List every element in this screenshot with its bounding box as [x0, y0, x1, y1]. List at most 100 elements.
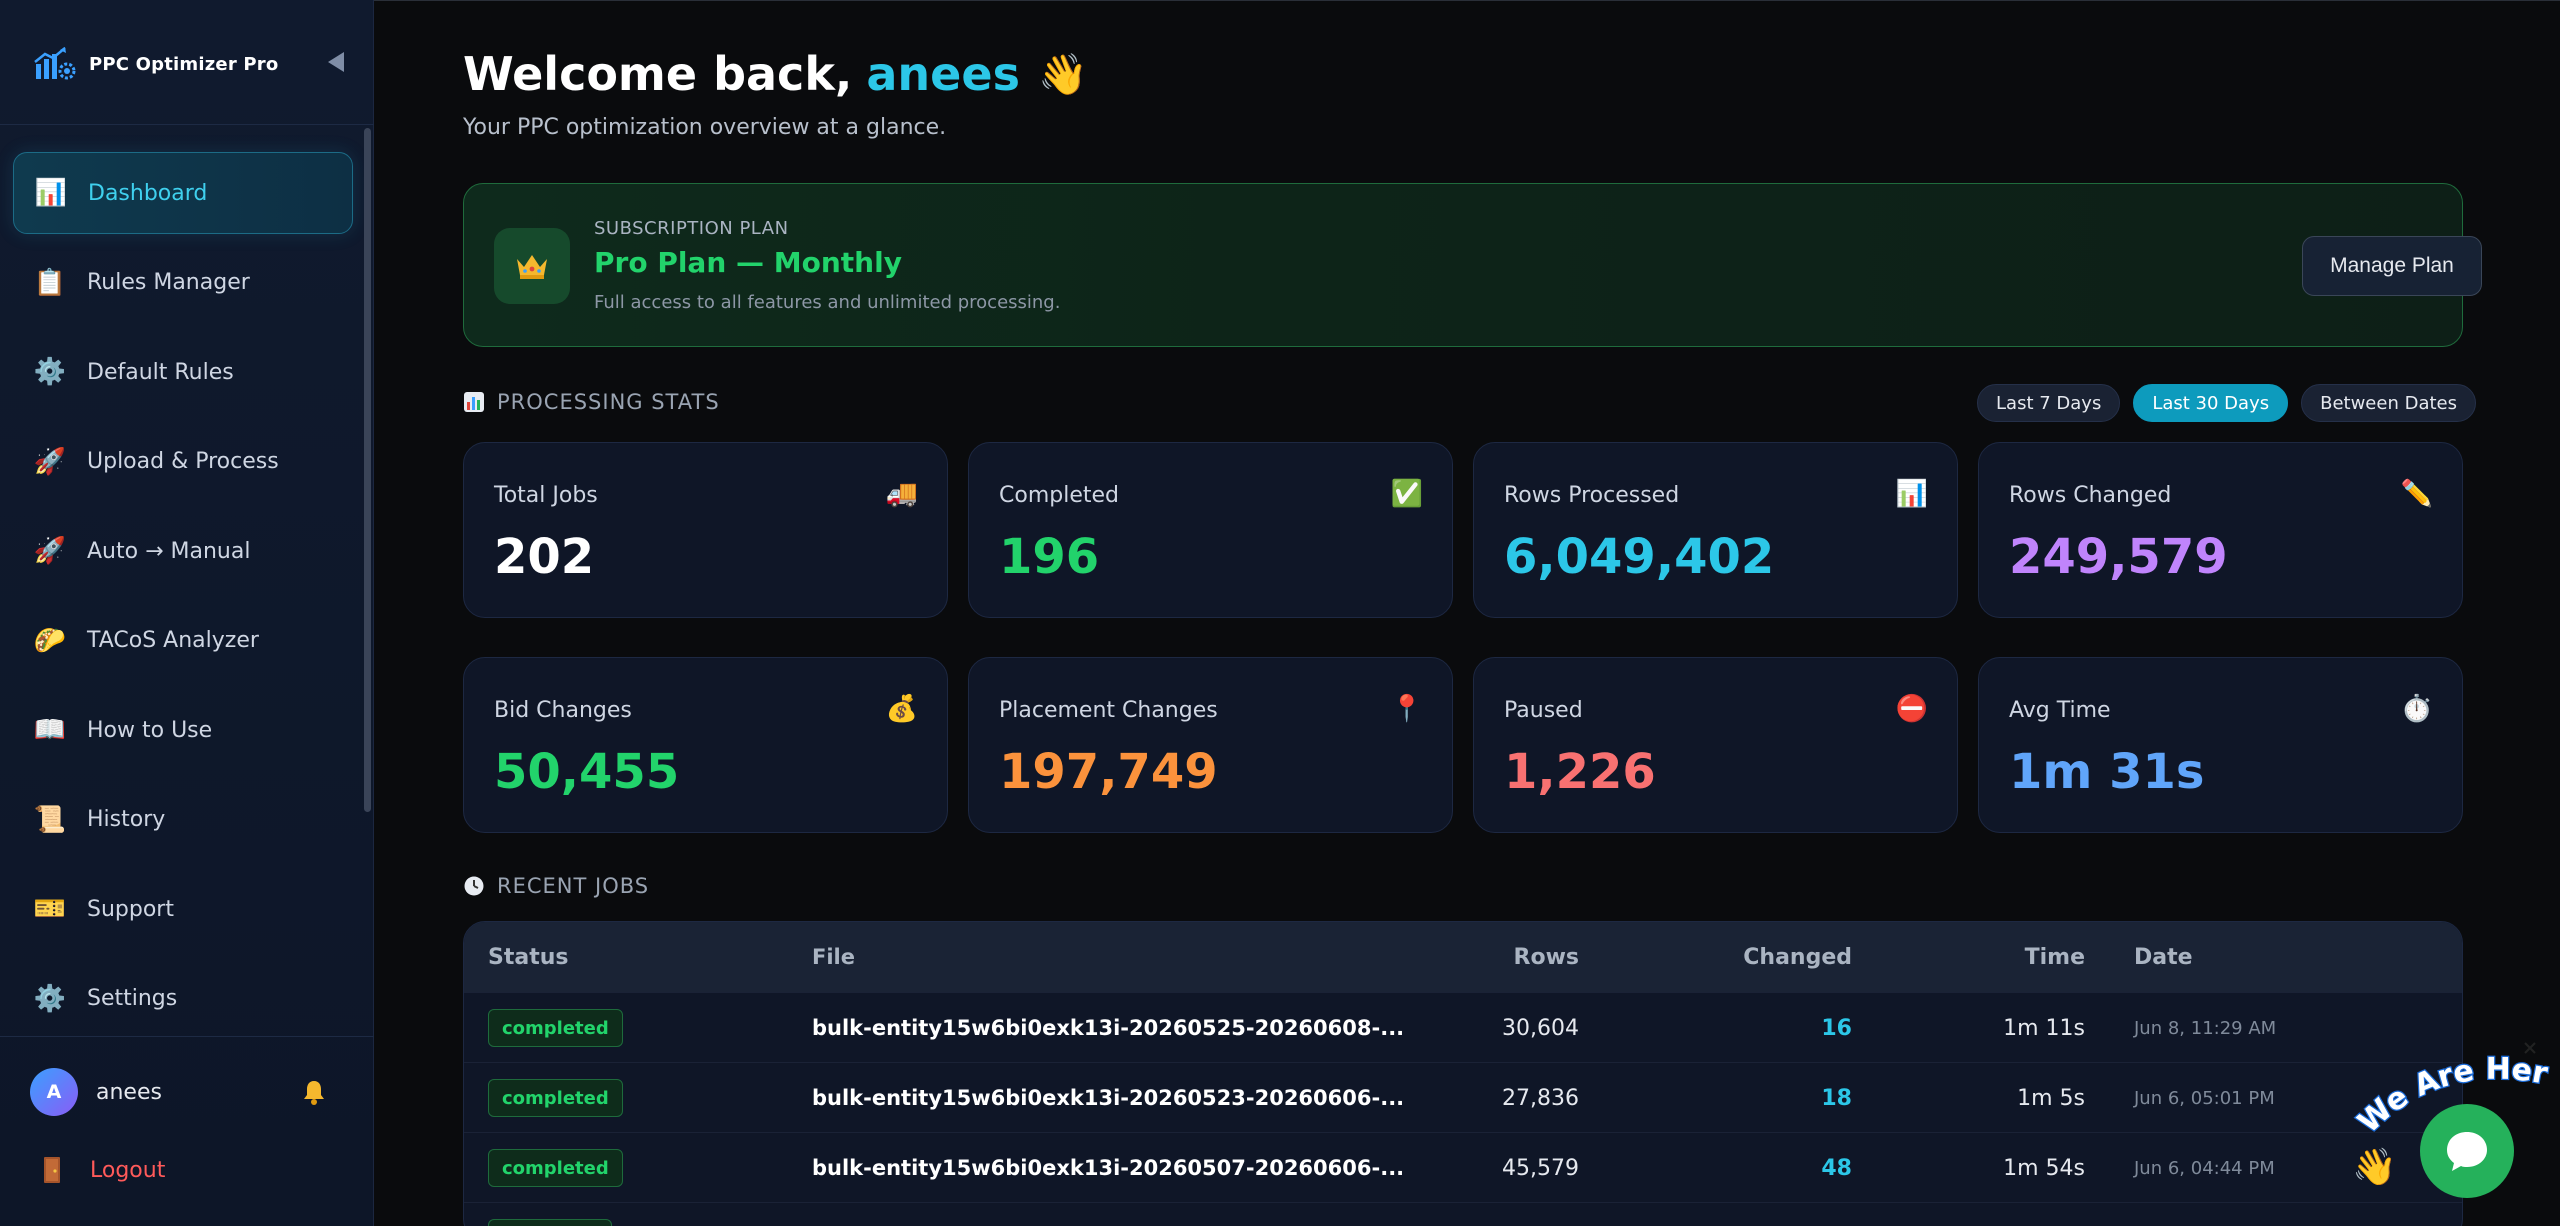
section-title: RECENT JOBS	[497, 874, 650, 898]
sidebar-item-label: Default Rules	[87, 359, 234, 385]
column-header-rows[interactable]: Rows	[1513, 944, 1579, 970]
file-cell[interactable]: bulk-entity15w6bi0exk13i-20260523-202606…	[812, 1086, 1405, 1110]
column-header-date[interactable]: Date	[2134, 944, 2193, 970]
sidebar-scrollbar[interactable]	[364, 128, 371, 812]
table-row[interactable]: completed bulk-entity15w6bi0exk13i-20260…	[464, 1062, 2462, 1132]
plan-kicker: SUBSCRIPTION PLAN	[594, 218, 789, 239]
date-range-selector: Last 7 Days Last 30 Days Between Dates	[1964, 384, 2476, 422]
sidebar-divider	[0, 1036, 374, 1037]
table-header: Status File Rows Changed Time Date	[464, 922, 2462, 992]
sidebar-item-default-rules[interactable]: ⚙️ Default Rules	[13, 331, 353, 413]
file-cell[interactable]: bulk-entity15w6bi0exk13i-20260525-202606…	[812, 1016, 1405, 1040]
bar-chart-icon: 📊	[1895, 479, 1929, 509]
main-content: Welcome back, anees 👋 Your PPC optimizat…	[374, 0, 2560, 1226]
recent-jobs-heading: RECENT JOBS	[463, 871, 649, 901]
stat-label: Completed	[999, 483, 1119, 508]
brand[interactable]: PPC Optimizer Pro	[33, 44, 278, 84]
stat-label: Rows Processed	[1504, 483, 1680, 508]
time-cell: 1m 11s	[2003, 1015, 2085, 1041]
bar-chart-icon	[464, 392, 484, 412]
column-header-file[interactable]: File	[812, 945, 855, 969]
plan-description: Full access to all features and unlimite…	[594, 292, 1061, 313]
sidebar-item-auto-manual[interactable]: 🚀 Auto → Manual	[13, 510, 353, 592]
column-header-time[interactable]: Time	[2024, 944, 2085, 970]
bell-icon[interactable]	[300, 1078, 328, 1106]
avatar[interactable]: A	[30, 1068, 78, 1116]
truck-icon: 🚚	[885, 479, 919, 509]
waving-hand-icon: 👋	[2352, 1147, 2397, 1188]
stat-card-placement-changes: Placement Changes 📍 197,749	[968, 657, 1453, 833]
book-icon: 📖	[33, 715, 67, 745]
sidebar-item-history[interactable]: 📜 History	[13, 779, 353, 861]
sidebar-item-label: TACoS Analyzer	[87, 628, 259, 653]
sidebar-nav: 📊 Dashboard 📋 Rules Manager ⚙️ Default R…	[13, 152, 353, 1047]
plan-icon-box	[494, 228, 570, 304]
sidebar-item-how-to-use[interactable]: 📖 How to Use	[13, 689, 353, 771]
stat-value: 196	[999, 529, 1100, 585]
sidebar-divider	[0, 124, 374, 125]
welcome-prefix: Welcome back,	[463, 47, 853, 101]
column-header-status[interactable]: Status	[488, 944, 569, 970]
money-bag-icon: 💰	[885, 694, 919, 724]
open-chat-button[interactable]	[2420, 1104, 2514, 1198]
stat-value: 1,226	[1504, 744, 1656, 800]
status-cell: completed	[488, 993, 623, 1063]
sidebar-item-rules-manager[interactable]: 📋 Rules Manager	[13, 242, 353, 324]
changed-cell[interactable]: 16	[1821, 1015, 1852, 1041]
status-badge: completed	[488, 1009, 623, 1047]
table-row[interactable]: completed bulk-entity15w6bi0exk13i-20260…	[464, 1132, 2462, 1202]
stat-card-bid-changes: Bid Changes 💰 50,455	[463, 657, 948, 833]
sidebar-item-settings[interactable]: ⚙️ Settings	[13, 958, 353, 1040]
stat-value: 50,455	[494, 744, 680, 800]
user-profile[interactable]: A anees	[30, 1068, 340, 1116]
range-between-dates-button[interactable]: Between Dates	[2301, 384, 2476, 422]
manage-plan-button[interactable]: Manage Plan	[2302, 236, 2482, 296]
stats-row-1: Total Jobs 🚚 202 Completed ✅ 196 Rows Pr…	[463, 442, 2463, 618]
sidebar-item-label: Upload & Process	[87, 449, 279, 474]
changed-cell[interactable]: 48	[1821, 1155, 1852, 1181]
table-row-partial[interactable]	[464, 1202, 2462, 1226]
date-cell: Jun 6, 04:44 PM	[2134, 1157, 2275, 1179]
rocket-icon: 🚀	[33, 446, 67, 477]
stat-card-avg-time: Avg Time ⏱️ 1m 31s	[1978, 657, 2463, 833]
changed-cell[interactable]: 18	[1821, 1085, 1852, 1111]
logout-button[interactable]: Logout	[42, 1152, 165, 1188]
sidebar-item-dashboard[interactable]: 📊 Dashboard	[13, 152, 353, 234]
clock-icon	[464, 876, 484, 896]
sidebar-item-label: Rules Manager	[87, 270, 250, 295]
no-entry-icon: ⛔	[1895, 694, 1929, 724]
stat-value: 197,749	[999, 744, 1218, 800]
rows-cell: 45,579	[1502, 1155, 1579, 1181]
column-header-changed[interactable]: Changed	[1743, 944, 1852, 970]
sidebar-item-label: Auto → Manual	[87, 538, 251, 564]
status-badge: completed	[488, 1079, 623, 1117]
range-last-7-days-button[interactable]: Last 7 Days	[1977, 384, 2121, 422]
logout-label: Logout	[90, 1157, 166, 1183]
sidebar-item-support[interactable]: 🎫 Support	[13, 868, 353, 950]
pin-icon: 📍	[1390, 694, 1424, 724]
sidebar-item-upload-process[interactable]: 🚀 Upload & Process	[13, 421, 353, 503]
sidebar-item-label: How to Use	[87, 717, 213, 743]
file-cell[interactable]: bulk-entity15w6bi0exk13i-20260507-202606…	[812, 1156, 1405, 1180]
stats-row-2: Bid Changes 💰 50,455 Placement Changes 📍…	[463, 657, 2463, 833]
stat-value: 6,049,402	[1504, 529, 1775, 585]
date-cell: Jun 6, 05:01 PM	[2134, 1087, 2275, 1109]
sidebar-item-tacos-analyzer[interactable]: 🌮 TACoS Analyzer	[13, 600, 353, 682]
brand-name: PPC Optimizer Pro	[89, 53, 279, 75]
status-badge-partial	[488, 1219, 612, 1226]
table-row[interactable]: completed bulk-entity15w6bi0exk13i-20260…	[464, 992, 2462, 1062]
user-name: anees	[96, 1079, 162, 1105]
bar-chart-icon: 📊	[34, 178, 68, 208]
stat-label: Bid Changes	[494, 698, 632, 723]
collapse-sidebar-icon[interactable]	[324, 48, 348, 76]
range-last-30-days-button[interactable]: Last 30 Days	[2133, 384, 2289, 422]
stat-card-completed: Completed ✅ 196	[968, 442, 1453, 618]
gear-icon: ⚙️	[33, 983, 67, 1014]
stat-value: 202	[494, 529, 595, 585]
stat-value: 249,579	[2009, 529, 2228, 585]
close-icon[interactable]	[2522, 1040, 2538, 1056]
waving-hand-icon: 👋	[1037, 51, 1088, 98]
welcome-username: anees	[866, 47, 1020, 101]
stat-card-total-jobs: Total Jobs 🚚 202	[463, 442, 948, 618]
gear-icon: ⚙️	[33, 357, 67, 387]
